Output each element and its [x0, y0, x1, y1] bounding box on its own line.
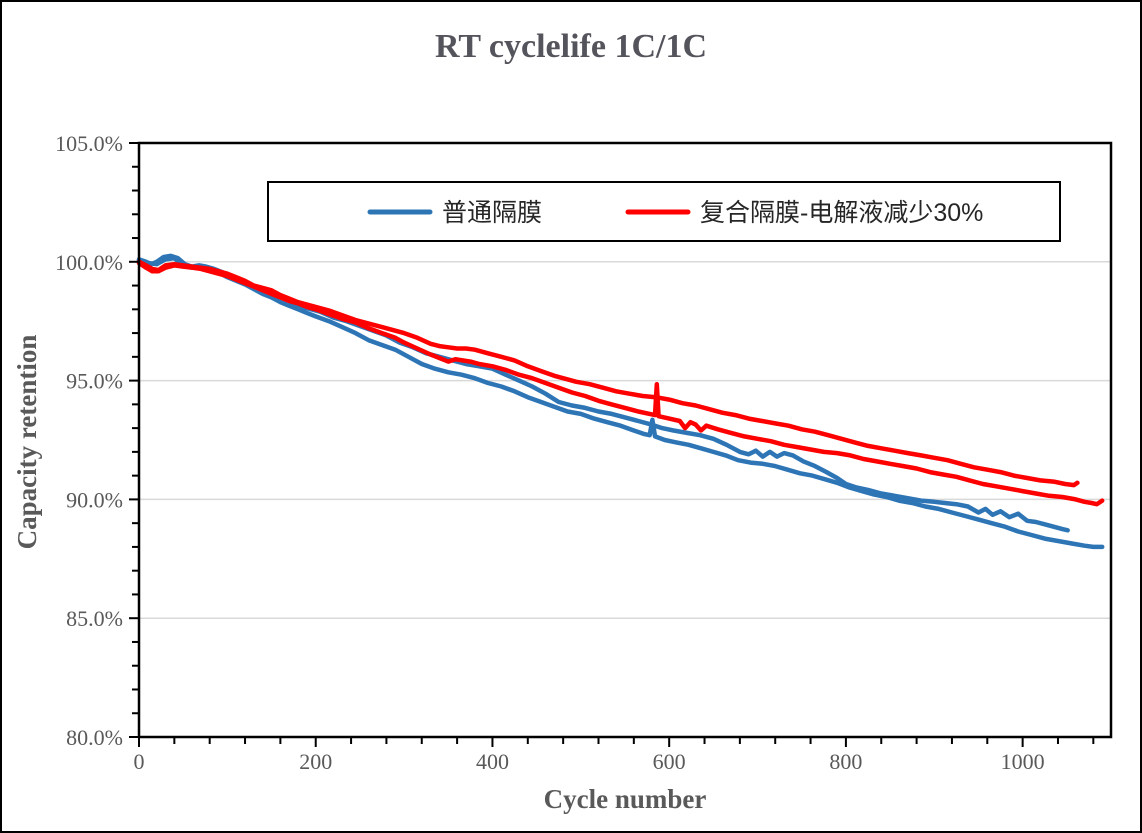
x-tick-label: 1000 [1001, 749, 1045, 774]
legend-label-red: 复合隔膜-电解液减少30% [700, 199, 983, 227]
y-tick-label: 105.0% [55, 131, 123, 156]
chart-title: RT cyclelife 1C/1C [435, 28, 707, 65]
plot-border [137, 141, 1113, 739]
y-tick-label: 90.0% [66, 487, 123, 512]
axes [129, 141, 1113, 747]
series-line-1 [136, 255, 1105, 550]
x-axis-title: Cycle number [544, 784, 707, 814]
x-tick-label: 800 [829, 749, 862, 774]
y-axis-title: Capacity retention [12, 335, 42, 550]
legend-label-blue: 普通隔膜 [442, 199, 542, 227]
gridlines [139, 261, 1111, 619]
y-tick-label: 95.0% [66, 369, 123, 394]
legend: 普通隔膜 复合隔膜-电解液减少30% [267, 181, 1061, 242]
x-tick-label: 400 [476, 749, 509, 774]
data-series [136, 253, 1105, 550]
y-tick-label: 100.0% [55, 250, 123, 275]
x-tick-label: 200 [299, 749, 332, 774]
x-tick-label: 600 [653, 749, 686, 774]
y-tick-label: 80.0% [66, 725, 123, 750]
x-tick-label: 0 [134, 749, 145, 774]
y-tick-label: 85.0% [66, 606, 123, 631]
tick-labels: 80.0% 85.0% 90.0% 95.0% 100.0% 105.0% 0 200 400 6… [55, 131, 1044, 774]
series-line-3 [136, 260, 1105, 507]
